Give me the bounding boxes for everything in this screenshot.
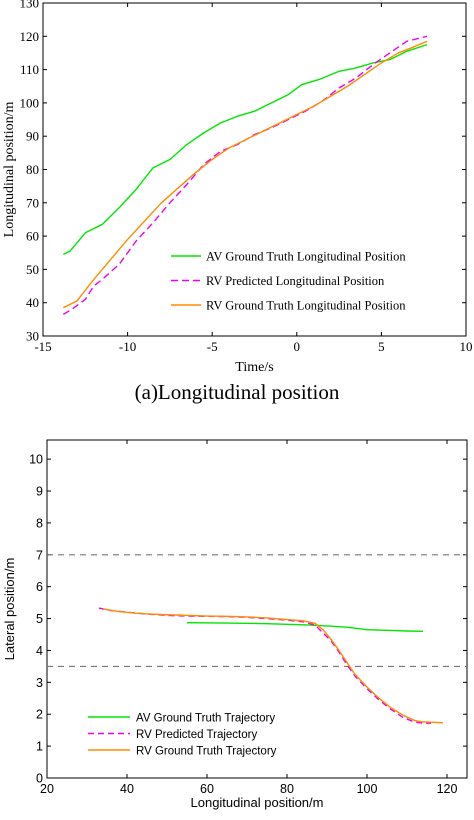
y-tick-label: 110	[20, 62, 39, 77]
y-axis-label: Longitudinal position/m	[2, 102, 17, 238]
legend-entry-label: RV Predicted Longitudinal Position	[206, 274, 385, 288]
y-tick-label: 60	[26, 229, 39, 244]
legend-entry-label: AV Ground Truth Longitudinal Position	[206, 250, 406, 264]
legend-entry-label: RV Predicted Trajectory	[136, 729, 257, 741]
legend-entry-label: AV Ground Truth Trajectory	[136, 713, 275, 725]
x-tick-label: 60	[200, 782, 214, 796]
y-tick-label: 7	[36, 548, 43, 562]
x-tick-label: -15	[34, 339, 51, 354]
y-tick-label: 0	[36, 772, 43, 786]
x-tick-label: 20	[40, 782, 54, 796]
figure-caption: (a)Longitudinal position	[134, 380, 340, 404]
y-tick-label: 40	[26, 295, 39, 310]
plot-frame	[46, 439, 468, 779]
y-tick-label: 4	[36, 644, 43, 658]
y-tick-label: 1	[36, 740, 43, 754]
y-tick-label: 9	[36, 485, 43, 499]
series-line-2	[62, 35, 428, 315]
legend-entry-label: RV Ground Truth Longitudinal Position	[206, 299, 406, 313]
y-tick-label: 3	[36, 676, 43, 690]
y-axis-label: Lateral position/m	[2, 558, 17, 661]
y-tick-label: 30	[26, 329, 39, 344]
series-line-1	[62, 43, 428, 256]
y-tick-label: 2	[36, 708, 43, 722]
x-tick-label: -5	[207, 339, 218, 354]
x-tick-label: 0	[294, 339, 301, 354]
chart-1: -15 -10 -5 0 5 10 30 40 50 60 70 80 90 100 110 120 130 Ti…	[2, 0, 473, 375]
legend: AV Ground Truth Trajectory RV Predicted T…	[88, 713, 277, 758]
series-line-3	[102, 608, 444, 724]
y-tick-label: 8	[36, 516, 43, 530]
series-line-1	[186, 622, 424, 633]
y-tick-label: 130	[20, 0, 40, 11]
chart-2: 20 40 60 80 100 120 0 1 2 3 4 5 6 7 8 9 10 Longitudinal p…	[2, 439, 468, 810]
x-tick-label: 40	[120, 782, 134, 796]
y-tick-label: 80	[26, 162, 39, 177]
x-tick-label: 10	[460, 339, 473, 354]
y-tick-label: 90	[26, 129, 39, 144]
x-axis-label: Time/s	[235, 360, 273, 375]
y-tick-label: 6	[36, 580, 43, 594]
legend: AV Ground Truth Longitudinal Position RV …	[171, 250, 406, 313]
legend-entry-label: RV Ground Truth Trajectory	[136, 746, 277, 758]
x-tick-label: 100	[357, 782, 378, 796]
y-tick-label: 10	[29, 453, 43, 467]
x-tick-label: 80	[280, 782, 294, 796]
y-tick-label: 120	[20, 29, 40, 44]
y-tick-label: 50	[26, 262, 39, 277]
y-tick-label: 70	[26, 195, 39, 210]
series-line-2	[98, 607, 431, 724]
x-tick-label: -10	[119, 339, 136, 354]
x-axis-label: Longitudinal position/m	[191, 795, 324, 810]
x-tick-label: 120	[437, 782, 458, 796]
series-line-3	[62, 40, 428, 309]
y-tick-label: 100	[20, 95, 40, 110]
y-tick-label: 5	[36, 612, 43, 626]
x-tick-label: 5	[378, 339, 385, 354]
